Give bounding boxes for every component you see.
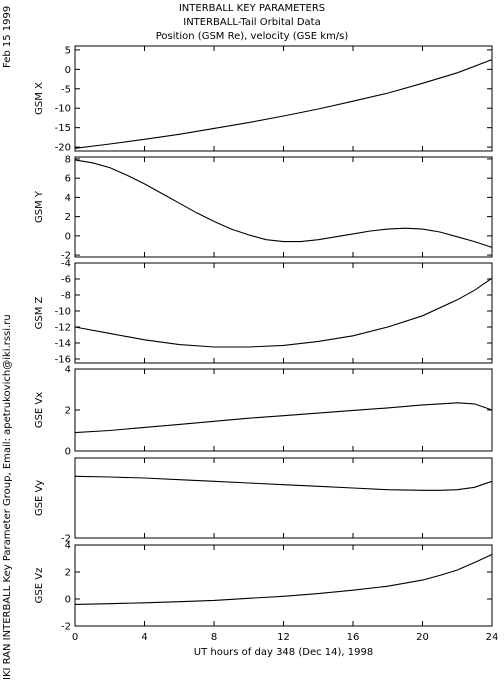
y-tick-label: -2 <box>61 622 71 633</box>
x-tick-label: 24 <box>486 632 499 643</box>
y-tick-label: -20 <box>55 143 71 154</box>
y-tick-label: 2 <box>65 406 71 417</box>
panel-frame-4 <box>74 368 493 452</box>
y-axis-label: GSE Vz <box>34 568 45 604</box>
chart-units: Position (GSM Re), velocity (GSE km/s) <box>155 31 349 42</box>
y-axis-label: GSM X <box>34 82 45 115</box>
y-axis-label: GSM Y <box>34 190 45 223</box>
y-tick-label: 4 <box>65 541 71 552</box>
y-tick-label: 0 <box>65 231 71 242</box>
y-tick-label: 2 <box>65 568 71 579</box>
series-line-gse-vz <box>74 554 493 605</box>
chart-subtitle: INTERBALL-Tail Orbital Data <box>183 17 321 28</box>
y-tick-label: -15 <box>55 123 71 134</box>
y-tick-label: -4 <box>61 259 71 270</box>
y-axis-label: GSE Vy <box>34 480 45 516</box>
series-line-gse-vx <box>74 402 493 434</box>
y-tick-label: -14 <box>55 339 71 350</box>
x-axis-label: UT hours of day 348 (Dec 14), 1998 <box>194 647 373 658</box>
y-tick-label: -10 <box>55 307 71 318</box>
y-tick-label: 8 <box>65 154 71 165</box>
panel-frame-6 <box>74 544 493 627</box>
y-axis-label: GSM Z <box>34 296 45 329</box>
y-tick-label: 4 <box>65 365 71 376</box>
y-tick-label: -2 <box>61 534 71 545</box>
series-line-gsm-z <box>74 277 493 348</box>
y-axis-label: GSE Vx <box>34 392 45 428</box>
x-tick-label: 0 <box>72 632 78 643</box>
y-tick-label: -12 <box>55 323 71 334</box>
y-tick-label: -6 <box>61 275 71 286</box>
y-tick-label: -5 <box>61 84 71 95</box>
y-tick-label: 0 <box>65 447 71 458</box>
y-tick-label: -8 <box>61 291 71 302</box>
series-line-gsm-y <box>74 159 493 248</box>
series-line-gse-vy <box>74 475 493 491</box>
y-tick-label: -2 <box>61 251 71 262</box>
y-tick-label: 5 <box>65 45 71 56</box>
panel-frame-1 <box>74 45 493 152</box>
y-tick-label: 0 <box>65 65 71 76</box>
panel-frame-5 <box>74 457 493 539</box>
x-tick-label: 20 <box>416 632 429 643</box>
y-tick-label: 2 <box>65 212 71 223</box>
y-tick-label: 0 <box>65 595 71 606</box>
x-tick-label: 12 <box>277 632 290 643</box>
y-tick-label: -10 <box>55 104 71 115</box>
y-tick-label: 6 <box>65 174 71 185</box>
x-tick-label: 16 <box>347 632 360 643</box>
y-tick-label: -16 <box>55 355 71 366</box>
x-tick-label: 8 <box>211 632 217 643</box>
series-line-gsm-x <box>74 59 493 149</box>
x-tick-label: 4 <box>141 632 147 643</box>
y-tick-label: 4 <box>65 193 71 204</box>
chart-title: INTERBALL KEY PARAMETERS <box>178 3 326 14</box>
